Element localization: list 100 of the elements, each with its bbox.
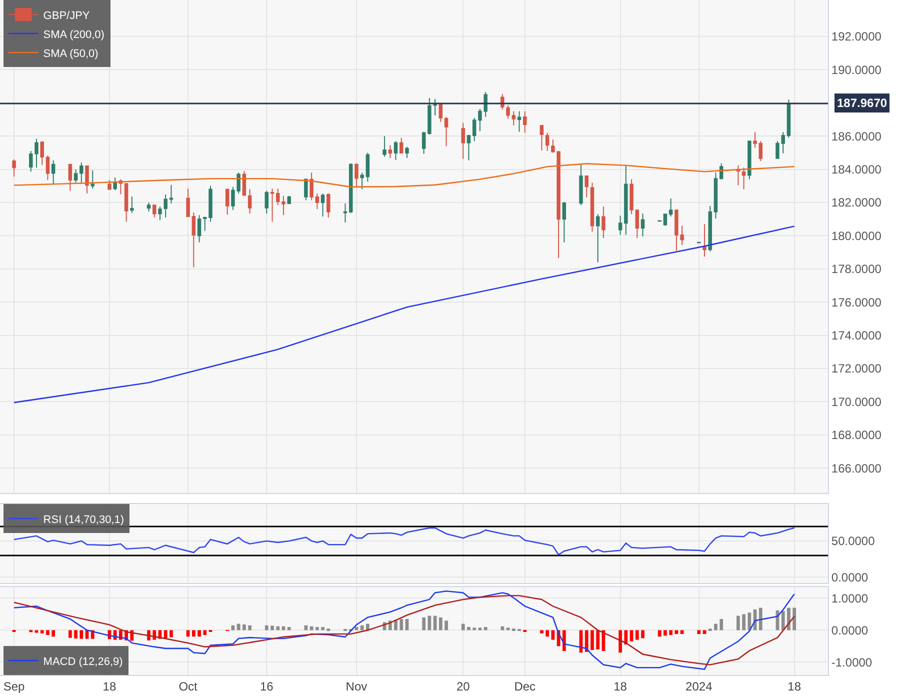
candlestick <box>12 158 16 178</box>
y-tick-label: 186.0000 <box>831 129 882 144</box>
candlestick <box>192 212 196 268</box>
candlestick <box>584 175 588 198</box>
legend-label: GBP/JPY <box>43 10 90 22</box>
candlestick <box>320 193 325 217</box>
candlestick <box>152 204 156 218</box>
candlestick <box>51 160 56 185</box>
y-tick-label: 168.0000 <box>831 428 882 442</box>
bar <box>630 630 634 642</box>
candlestick <box>668 198 673 217</box>
legend-label: RSI (14,70,30,1) <box>43 514 124 526</box>
candlestick <box>197 214 202 243</box>
bar <box>360 625 364 630</box>
bar <box>596 630 600 650</box>
bar <box>641 630 644 638</box>
bar <box>484 626 488 630</box>
candlestick <box>348 162 353 214</box>
x-tick-label: Sep <box>3 679 26 694</box>
bar <box>590 630 594 650</box>
candlestick <box>405 146 409 159</box>
x-tick-label: 2024 <box>686 679 713 694</box>
bar <box>52 630 56 637</box>
candlestick <box>169 184 174 204</box>
bar <box>758 608 762 630</box>
candlestick <box>602 206 606 239</box>
y-tick-label: 172.0000 <box>831 362 882 376</box>
y-tick-label: 170.0000 <box>831 394 882 409</box>
bar <box>29 630 33 632</box>
candlestick <box>461 122 465 160</box>
bar <box>236 624 240 630</box>
candlestick <box>46 154 50 180</box>
candlestick <box>130 196 134 214</box>
candlestick <box>624 166 628 236</box>
candlestick <box>360 172 364 190</box>
bar <box>192 630 196 637</box>
bar <box>500 626 504 630</box>
bar <box>781 610 785 630</box>
bar <box>400 618 404 630</box>
y-tick-label: 184.0000 <box>831 162 882 177</box>
x-tick-label: 20 <box>456 679 470 694</box>
y-tick-label: 50.0000 <box>831 534 876 548</box>
bar <box>74 630 78 639</box>
bar <box>635 630 639 640</box>
candlestick <box>714 172 718 219</box>
candlestick <box>512 110 516 126</box>
bar <box>680 630 684 634</box>
candlestick <box>596 214 600 263</box>
candlestick <box>315 193 320 210</box>
bar <box>438 617 442 630</box>
bar <box>618 630 622 653</box>
candlestick <box>287 195 291 205</box>
bar <box>714 624 718 630</box>
y-tick-label: 178.0000 <box>831 262 882 276</box>
candlestick <box>310 172 314 201</box>
candlestick <box>124 183 128 222</box>
candlestick <box>326 193 330 218</box>
x-tick-label: Nov <box>346 679 368 694</box>
candlestick <box>85 166 89 194</box>
candlestick <box>40 140 44 166</box>
bar <box>287 626 291 630</box>
candlestick <box>630 178 634 215</box>
bar <box>792 608 796 630</box>
bar <box>748 612 752 630</box>
ref-line-label: 187.9670 <box>837 96 888 110</box>
candlestick <box>522 110 527 134</box>
bar <box>562 630 566 651</box>
y-tick-label: 182.0000 <box>831 196 882 210</box>
candlestick <box>742 167 746 190</box>
candlestick <box>264 190 269 214</box>
candlestick <box>506 104 510 120</box>
y-tick-label: 176.0000 <box>831 295 882 310</box>
candlestick <box>444 116 448 147</box>
candlestick <box>579 163 583 206</box>
bar <box>198 630 201 637</box>
bar <box>321 626 324 630</box>
y-tick-label: 166.0000 <box>831 461 882 476</box>
candlestick <box>248 188 252 214</box>
y-tick-label: 1.0000 <box>831 591 868 606</box>
candlestick <box>388 144 392 159</box>
bar <box>186 630 190 637</box>
candlestick <box>663 214 668 226</box>
bar <box>68 630 72 638</box>
bar <box>736 616 740 630</box>
candlestick <box>354 162 358 188</box>
bar <box>787 608 790 630</box>
y-tick-label: 190.0000 <box>831 62 882 77</box>
y-tick-label: 192.0000 <box>831 30 882 44</box>
candlestick <box>113 177 117 191</box>
bar <box>164 630 168 638</box>
bar <box>422 617 426 630</box>
candlestick <box>382 136 386 158</box>
candlestick <box>80 162 84 184</box>
candlestick <box>786 99 791 138</box>
x-tick-label: 18 <box>102 679 116 694</box>
bar <box>702 630 706 634</box>
candlestick <box>90 170 94 190</box>
bar <box>40 630 44 634</box>
candlestick <box>146 202 151 212</box>
bar <box>315 626 319 630</box>
